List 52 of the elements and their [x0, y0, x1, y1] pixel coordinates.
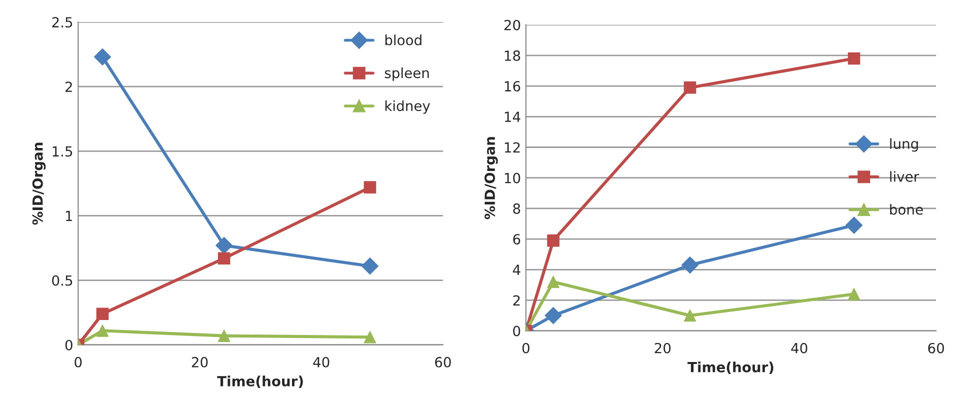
y-tick-label: 12 [504, 142, 520, 153]
point [216, 236, 233, 254]
y-tick-label: 2 [65, 82, 72, 92]
y-tick-label: 14 [504, 112, 520, 122]
y-tick-label: 0 [513, 326, 520, 336]
point [681, 256, 699, 274]
point [94, 48, 112, 66]
y-tick-label: 1 [66, 210, 72, 222]
x-tick-label: 40 [791, 342, 808, 354]
y-tick-label: 0.5 [52, 275, 72, 286]
legend-label: spleen [384, 67, 429, 81]
point [96, 308, 109, 320]
x-tick-label: 40 [313, 356, 330, 368]
y-tick-label: 20 [504, 20, 520, 30]
point [364, 330, 376, 344]
point [848, 52, 860, 65]
y-axis-title: %ID/Organ [484, 137, 498, 220]
point [218, 330, 230, 342]
x-tick-label: 60 [435, 356, 451, 368]
point [684, 309, 696, 322]
y-tick-label: 4 [512, 264, 520, 275]
x-axis-title: Time(hour) [217, 376, 303, 388]
point [218, 252, 230, 265]
x-tick-label: 20 [654, 342, 671, 354]
legend-label: lung [890, 138, 918, 152]
y-tick-label: 16 [504, 81, 520, 92]
point [361, 258, 379, 275]
y-tick-label: 8 [513, 203, 520, 214]
legend-label: liver [890, 171, 920, 182]
point [364, 181, 376, 194]
y-tick-label: 6 [513, 234, 520, 245]
point [684, 81, 696, 94]
y-tick-label: 18 [504, 50, 520, 61]
x-axis-title: Time(hour) [688, 362, 774, 374]
point [96, 324, 109, 337]
point [547, 234, 560, 247]
legend-label: blood [385, 34, 422, 46]
y-axis-title: %ID/Organ [32, 142, 46, 225]
point [848, 288, 860, 300]
y-tick-label: 10 [504, 172, 520, 184]
y-tick-label: 2.5 [52, 17, 72, 28]
x-tick-label: 0 [74, 356, 82, 368]
y-tick-label: 2 [513, 295, 520, 306]
x-tick-label: 20 [192, 356, 208, 368]
legend-label: bone [890, 204, 923, 215]
legend-label: kidney [385, 100, 430, 114]
point [544, 306, 562, 324]
x-tick-label: 60 [928, 342, 944, 354]
point [547, 276, 560, 288]
y-tick-label: 1.5 [52, 146, 72, 157]
point [845, 216, 863, 234]
x-tick-label: 0 [522, 342, 530, 354]
